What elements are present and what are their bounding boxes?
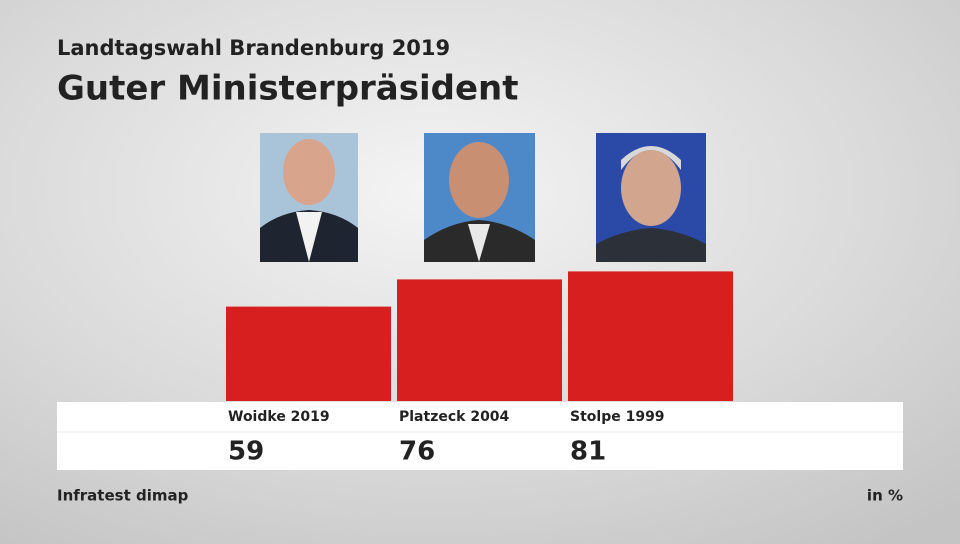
- category-label: Platzeck 2004: [399, 409, 510, 425]
- portrait: [260, 133, 358, 262]
- chart-subtitle: Landtagswahl Brandenburg 2019: [57, 36, 450, 60]
- value-label: 81: [570, 437, 606, 467]
- category-label: Stolpe 1999: [570, 409, 665, 425]
- chart-title: Guter Ministerpräsident: [57, 69, 519, 109]
- bar: [397, 279, 562, 401]
- unit-note: in %: [867, 487, 903, 505]
- label-panel: [57, 402, 903, 470]
- bar: [226, 306, 391, 401]
- value-label: 59: [228, 437, 264, 467]
- bar: [568, 271, 733, 401]
- source: Infratest dimap: [57, 487, 189, 505]
- portrait: [424, 133, 535, 262]
- value-label: 76: [399, 437, 435, 467]
- category-label: Woidke 2019: [228, 409, 330, 425]
- portrait: [596, 133, 706, 262]
